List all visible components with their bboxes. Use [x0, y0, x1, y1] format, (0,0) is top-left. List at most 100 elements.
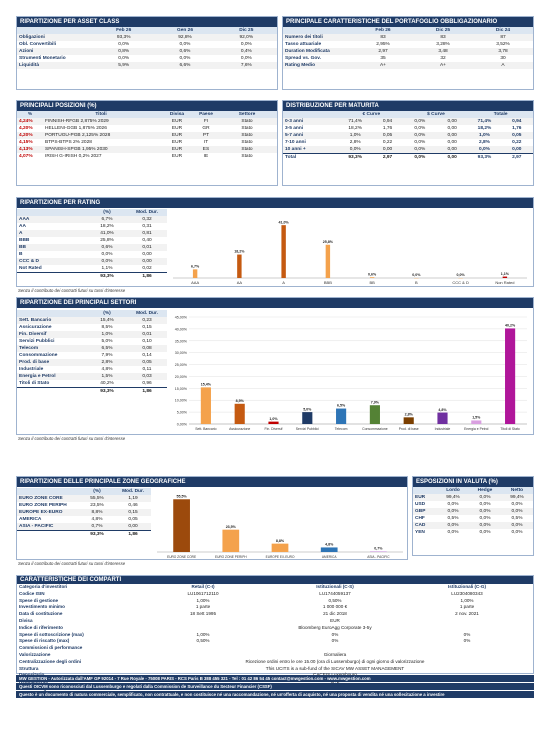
- currency-cell: CHF: [415, 516, 425, 521]
- asset-class-cell: Strumenti Monetario: [19, 56, 66, 61]
- sectors-table: (%) Mod. Dur. Sett. Bancario 15,4% 0,23 Assi…: [17, 310, 167, 395]
- geo-row: EURO ZONE CORE 55,5% 1,19: [17, 495, 151, 502]
- bond-portfolio-cell: Tasso attuariale: [285, 42, 322, 47]
- maturity-cell: 2,97: [371, 153, 404, 161]
- maturity-row: 5-7 anni 1,0% 0,05 0,0% 0,00 1,0% 0,05: [283, 132, 533, 139]
- currency-cell: 0,0%: [479, 502, 491, 507]
- sectors-total-cell: 1,86: [127, 387, 167, 395]
- sectors-cell: Industriale: [19, 367, 44, 372]
- maturity-cell: 10 anni +: [283, 146, 339, 154]
- sectors-note: Senza il contributo dei contratti futuri…: [18, 436, 126, 441]
- positions-row: 4,13% SPANISH-SPGB 1,95% 2030 EUR ES Stato: [17, 146, 277, 153]
- chart-category-label: Assicurazione: [229, 427, 250, 431]
- chart-category-label: Titoli di Stato: [500, 427, 520, 431]
- chars-cell: Investimento minimo: [19, 604, 65, 610]
- sectors-cell: 0,08: [127, 345, 167, 352]
- chars-cell: 0,50%: [196, 638, 210, 644]
- currency-cell: 0,5%: [511, 516, 523, 521]
- positions-col-header: Settore: [217, 111, 277, 118]
- positions-cell: 4,13%: [17, 146, 43, 153]
- positions-cell: BTPS-BTPS 2% 2028: [45, 140, 92, 145]
- chart-data-label: 0,0%: [412, 273, 421, 277]
- rating-table: (%) Mod. Dur. AAA 6,7% 0,32 AA 18,2% 0,31 A 41,0…: [17, 209, 167, 280]
- chart-y-tick-label: 15,00%: [175, 387, 188, 391]
- rating-cell: 0,31: [142, 224, 152, 229]
- bond-portfolio-cell: 2,97: [353, 48, 413, 55]
- chars-cell: Depositario: [17, 672, 137, 679]
- rating-cell: CCC & D: [17, 258, 87, 265]
- maturity-cell: 0,00: [500, 146, 533, 154]
- currency-cell: GBP: [413, 508, 437, 515]
- currency-cell: 99,4%: [437, 494, 469, 501]
- sectors-row: Servizi Pubblici 5,0% 0,10: [17, 338, 167, 345]
- currency-row: YEN 0,0% 0,0% 0,0%: [413, 529, 533, 536]
- positions-cell: IT: [203, 140, 209, 145]
- asset-class-cell: 0,0%: [179, 42, 191, 47]
- geo-total-cell: [17, 530, 79, 538]
- chart-bar: [505, 328, 516, 424]
- positions-cell: 4,15%: [19, 140, 33, 145]
- maturity-cell: 0,05: [500, 132, 533, 139]
- rating-cell: 0,0%: [87, 258, 127, 265]
- chart-bar: [369, 405, 380, 424]
- positions-cell: HELLENI-GGB 1,875% 2026: [45, 126, 107, 131]
- positions-cell: 4,07%: [19, 154, 33, 159]
- chars-cell: Categoria d'investitori: [19, 584, 68, 589]
- maturity-cell: 93,3%: [339, 153, 372, 161]
- positions-col-header: Divisa: [159, 111, 195, 118]
- rating-row: CCC & D 0,0% 0,00: [17, 258, 167, 265]
- rating-cell: 0,02: [142, 266, 152, 271]
- sectors-cell: 2,8%: [87, 359, 127, 366]
- bond-portfolio-row: Spread vs. Gov. 35 32 30: [283, 55, 533, 62]
- sectors-col-header: [17, 310, 87, 317]
- bond-portfolio-cell: 2,95%: [376, 42, 390, 47]
- chars-cell: EUR: [330, 617, 340, 623]
- rating-title: RIPARTIZIONE PER RATING: [17, 198, 533, 208]
- asset-class-panel: RIPARTIZIONE PER ASSET CLASS Feb 26 Gen 2…: [16, 16, 278, 90]
- rating-row: Not Rated 1,1% 0,02: [17, 265, 167, 273]
- bond-portfolio-cell: 35: [380, 56, 386, 61]
- sectors-row: Fin. Diversif 1,0% 0,01: [17, 331, 167, 338]
- rating-total-cell: 1,86: [127, 272, 167, 280]
- currency-cell: 0,0%: [501, 522, 533, 529]
- positions-cell: EUR: [171, 126, 183, 131]
- positions-row: 4,20% HELLENI-GGB 1,875% 2026 EUR GR Stato: [17, 125, 277, 132]
- chart-bar: [173, 499, 190, 552]
- currency-title: ESPOSIZIONI IN VALUTA (%): [413, 477, 533, 487]
- chart-bar: [271, 543, 289, 552]
- currency-panel: ESPOSIZIONI IN VALUTA (%) Lordo Hedge Nett…: [412, 476, 534, 556]
- bond-portfolio-col-header: Feb 26: [353, 27, 413, 34]
- geo-col-header: (%): [79, 488, 115, 495]
- chars-cell: [137, 645, 533, 652]
- geo-header-row: (%) Mod. Dur.: [17, 488, 151, 495]
- maturity-row: Total 93,3% 2,97 0,0% 0,00 93,3% 2,97: [283, 153, 533, 161]
- bond-portfolio-cell: 83: [353, 34, 413, 41]
- asset-class-row: Azioni 0,8% 0,6% 0,4%: [17, 48, 277, 55]
- chart-category-label: EURO ZONE CORE: [167, 555, 196, 559]
- chars-cell: 1,00%: [196, 597, 210, 603]
- chars-row: Indice di riferimento Bloomberg EuroAgg C…: [17, 625, 533, 632]
- currency-cell: 99,4%: [501, 494, 533, 501]
- geo-cell: 4,8%: [91, 517, 103, 522]
- maturity-cell: 71,4%: [468, 118, 501, 125]
- maturity-cell: 0,00: [447, 126, 457, 131]
- chars-cell: Commissioni di performance: [19, 645, 83, 651]
- geo-cell: EURO ZONE PERIPH: [19, 503, 67, 508]
- chart-category-label: Consommazione: [362, 427, 388, 431]
- positions-cell: EUR: [159, 146, 195, 153]
- maturity-cell: 0,00: [435, 132, 469, 139]
- maturity-cell: 0,94: [371, 118, 404, 125]
- maturity-row: 7-10 anni 2,8% 0,22 0,0% 0,00 2,8% 0,22: [283, 139, 533, 146]
- rating-cell: 0,00: [142, 252, 152, 257]
- positions-row: 4,15% BTPS-BTPS 2% 2028 EUR IT Stato: [17, 139, 277, 146]
- maturity-cell: 5-7 anni: [283, 132, 339, 139]
- currency-row: GBP 0,0% 0,0% 0,0%: [413, 508, 533, 515]
- chars-cell: LU1061712110: [187, 590, 219, 596]
- chart-category-label: AAA: [191, 280, 199, 285]
- rating-row: AA 18,2% 0,31: [17, 223, 167, 230]
- sectors-cell: 7,9%: [101, 353, 113, 358]
- maturity-cell: 18,2%: [348, 126, 362, 131]
- sectors-bar-chart: 0,00% 5,00% 10,00% 15,00% 20,00% 25,00% 30,00%…: [175, 316, 527, 431]
- rating-cell: BB: [17, 244, 87, 251]
- chart-y-tick-label: 30,00%: [175, 351, 188, 355]
